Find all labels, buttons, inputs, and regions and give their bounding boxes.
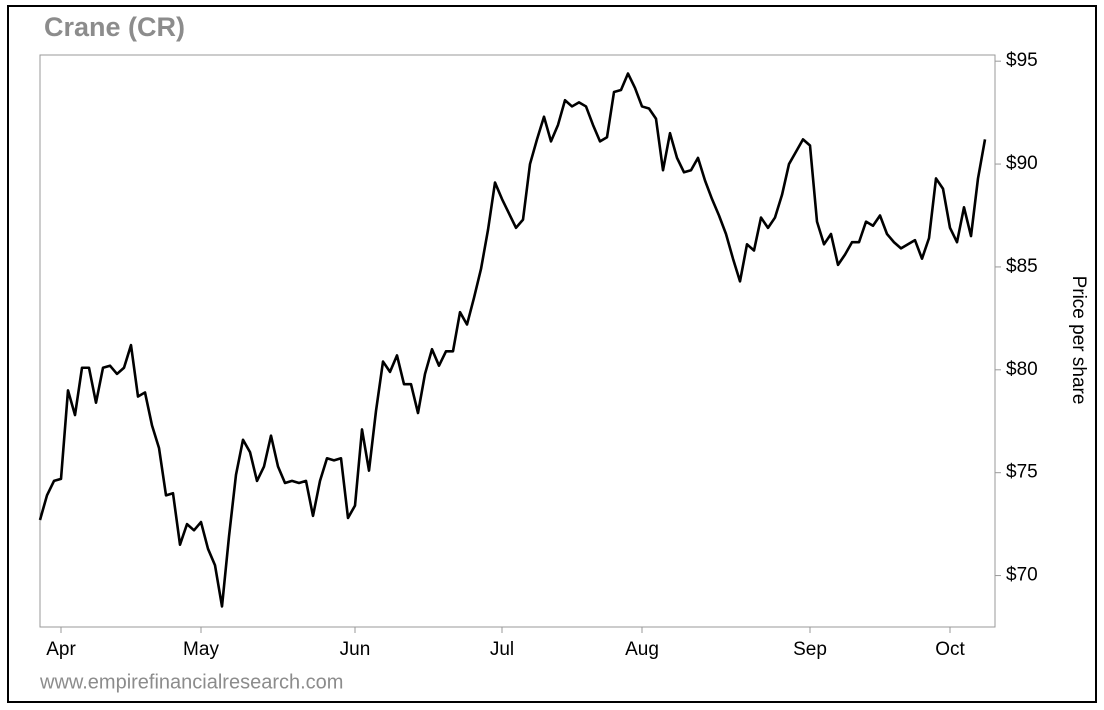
chart-title: Crane (CR)	[44, 12, 185, 42]
x-tick-label: May	[183, 639, 219, 660]
y-axis-label: Price per share	[1068, 276, 1089, 405]
x-tick-label: Oct	[935, 639, 965, 660]
x-tick-label: Jul	[490, 639, 514, 660]
y-tick-label: $75	[1006, 462, 1038, 483]
line	[38, 72, 987, 608]
x-tick-label: Sep	[793, 639, 827, 660]
y-tick-label: $85	[1006, 256, 1038, 277]
source: www.empirefinancialresearch.com	[39, 671, 343, 693]
x-tick-label: Aug	[625, 639, 659, 660]
y-tick-label: $70	[1006, 565, 1038, 586]
y-tick-label: $95	[1006, 50, 1038, 71]
x-tick-label: Jun	[340, 639, 371, 660]
y-tick-label: $90	[1006, 153, 1038, 174]
y-tick-label: $80	[1006, 359, 1038, 380]
frame	[7, 5, 1097, 703]
plot-area	[39, 54, 996, 628]
x-tick-label: Apr	[46, 639, 76, 660]
